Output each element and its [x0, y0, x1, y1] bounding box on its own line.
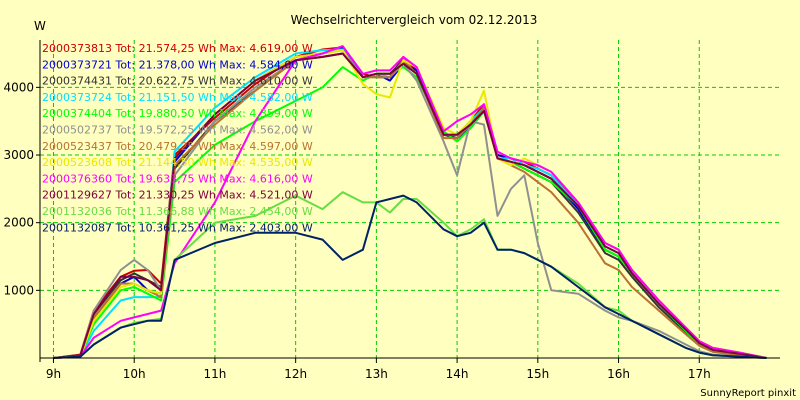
legend-entry-2: 2000374431 Tot: 20.622,75 Wh Max: 4.610,… [42, 75, 313, 88]
axes [39, 40, 780, 362]
series-line-8 [53, 45, 767, 359]
legend-entry-3: 2000373724 Tot: 21.151,50 Wh Max: 4.582,… [42, 91, 313, 104]
y-tick-label: 4000 [3, 80, 34, 94]
legend-entry-1: 2000373721 Tot: 21.378,00 Wh Max: 4.584,… [42, 58, 313, 71]
footer-label: SunnyReport pinxit [700, 388, 796, 399]
legend-entry-10: 2001132036 Tot: 11.366,88 Wh Max: 2.454,… [42, 205, 313, 218]
x-tick-label: 11h [203, 367, 226, 381]
x-tick-label: 16h [607, 367, 630, 381]
x-tick-label: 13h [365, 367, 388, 381]
x-tick-label: 12h [284, 367, 307, 381]
legend: 2000373813 Tot: 21.574,25 Wh Max: 4.619,… [42, 42, 313, 234]
legend-entry-11: 2001132087 Tot: 10.361,25 Wh Max: 2.403,… [42, 221, 313, 234]
y-tick-label: 2000 [3, 216, 34, 230]
series-line-11 [53, 194, 767, 359]
series-lines [53, 45, 767, 359]
legend-entry-0: 2000373813 Tot: 21.574,25 Wh Max: 4.619,… [42, 42, 313, 55]
legend-entry-5: 2000502737 Tot: 19.572,25 Wh Max: 4.562,… [42, 124, 313, 137]
chart-title: Wechselrichtervergleich vom 02.12.2013 [291, 13, 538, 27]
y-tick-label: 3000 [3, 148, 34, 162]
tick-labels: 9h 10h 11h 12h 13h 14h 15h 16h 17h 1000 2000 3000 40… [3, 80, 710, 381]
x-tick-label: 14h [446, 367, 469, 381]
y-axis-label: W [34, 19, 46, 33]
legend-entry-4: 2000374404 Tot: 19.880,50 Wh Max: 4.359,… [42, 107, 313, 120]
legend-entry-7: 2000523608 Tot: 21.144,50 Wh Max: 4.535,… [42, 156, 313, 169]
y-tick-label: 1000 [3, 283, 34, 297]
series-line-9 [53, 52, 767, 359]
x-tick-label: 15h [526, 367, 549, 381]
legend-entry-8: 2000376360 Tot: 19.633,75 Wh Max: 4.616,… [42, 172, 313, 185]
x-tick-label: 10h [123, 367, 146, 381]
x-tick-label: 17h [688, 367, 711, 381]
x-tick-label: 9h [46, 367, 61, 381]
legend-entry-9: 2001129627 Tot: 21.330,25 Wh Max: 4.521,… [42, 189, 313, 202]
legend-entry-6: 2000523437 Tot: 20.479,25 Wh Max: 4.597,… [42, 140, 313, 153]
series-line-6 [53, 52, 767, 359]
